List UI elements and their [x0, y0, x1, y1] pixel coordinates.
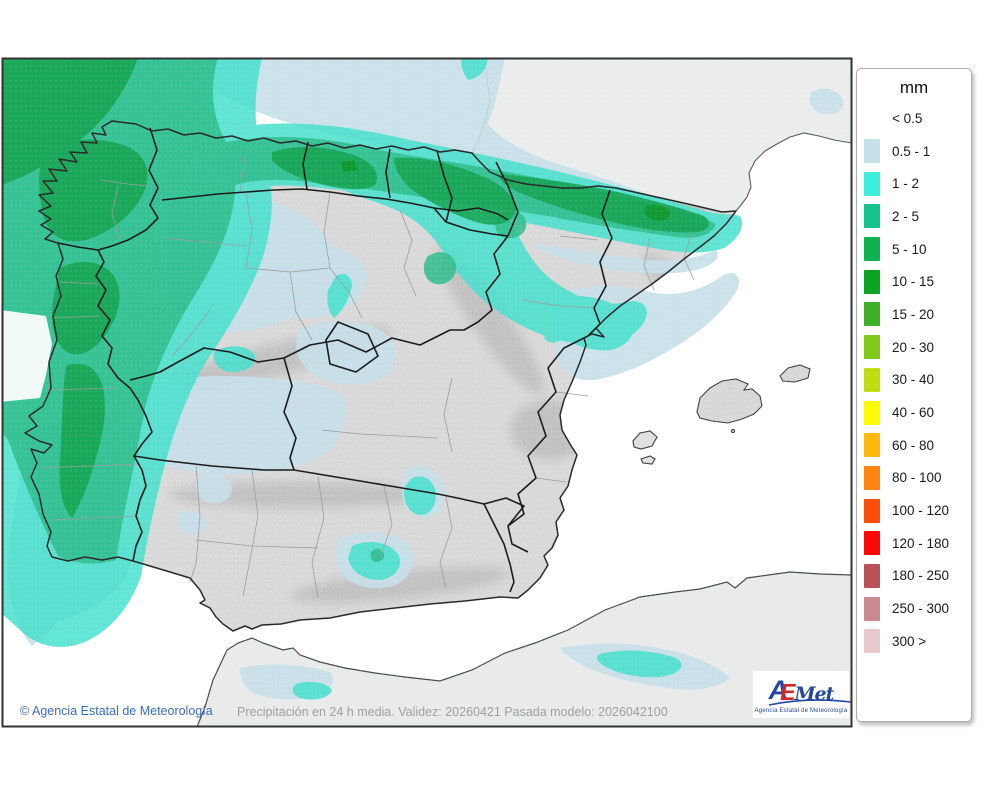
map-frame [1, 57, 853, 728]
coastline [24, 120, 737, 632]
legend-color-swatch [864, 629, 880, 654]
logo-swoosh-icon [768, 698, 851, 706]
legend-color-swatch [864, 596, 880, 621]
legend-row: 180 - 250 [857, 560, 971, 593]
legend-color-swatch [864, 139, 880, 164]
legend-row: 120 - 180 [857, 527, 971, 560]
legend-color-swatch [864, 400, 880, 425]
legend-row: 300 > [857, 625, 971, 658]
legend-row: 5 - 10 [857, 233, 971, 266]
legend-row: 1 - 2 [857, 167, 971, 200]
legend-row: 60 - 80 [857, 429, 971, 462]
province-borders [41, 149, 695, 599]
legend-row: 0.5 - 1 [857, 135, 971, 168]
aemet-logo-wordmark: A E Met [768, 674, 851, 706]
legend-panel: mm < 0.5 0.5 - 1 1 - 2 2 - 5 [856, 68, 972, 722]
legend-range-label: 1 - 2 [892, 176, 920, 192]
halftone-texture [2, 58, 852, 727]
legend-color-swatch [864, 531, 880, 556]
legend-row: 40 - 60 [857, 396, 971, 429]
legend-row: 15 - 20 [857, 298, 971, 331]
legend-color-swatch [864, 237, 880, 262]
aemet-logo-subtitle: Agencia Estatal de Meteorología [754, 707, 848, 714]
legend-color-swatch [864, 433, 880, 458]
legend-color-swatch [864, 269, 880, 294]
legend-row: 20 - 30 [857, 331, 971, 364]
legend-color-swatch [864, 563, 880, 588]
legend-row: 30 - 40 [857, 364, 971, 397]
legend-range-label: 40 - 60 [892, 405, 935, 421]
legend-color-swatch [864, 106, 880, 130]
legend-range-label: 15 - 20 [892, 306, 935, 322]
copyright-text: © Agencia Estatal de Meteorología [20, 704, 213, 718]
legend-range-label: 5 - 10 [892, 241, 927, 257]
legend-range-label: 180 - 250 [892, 568, 950, 584]
legend-range-label: 60 - 80 [892, 437, 935, 453]
aemet-logo: A E Met Agencia Estatal de Meteorología [753, 671, 851, 718]
legend-color-swatch [864, 498, 880, 523]
legend-row: < 0.5 [857, 102, 971, 135]
legend-row: 80 - 100 [857, 462, 971, 495]
logo-letter-a: A [768, 674, 789, 705]
legend-color-swatch [864, 171, 880, 196]
legend-range-label: 2 - 5 [892, 208, 920, 224]
logo-letters-met: Met [794, 682, 834, 705]
legend-range-label: 20 - 30 [892, 339, 935, 355]
legend-row: 250 - 300 [857, 592, 971, 625]
legend-range-label: 30 - 40 [892, 372, 935, 388]
legend-range-label: 300 > [892, 633, 927, 649]
legend-range-label: 100 - 120 [892, 503, 950, 519]
legend-range-label: 80 - 100 [892, 470, 942, 486]
region-borders [57, 127, 613, 593]
legend-color-swatch [864, 302, 880, 327]
legend-row: 100 - 120 [857, 494, 971, 527]
map-caption: Precipitación en 24 h media. Validez: 20… [237, 705, 668, 719]
legend-range-label: 120 - 180 [892, 535, 950, 551]
legend-range-label: < 0.5 [892, 110, 923, 126]
legend-color-swatch [864, 367, 880, 392]
legend-range-label: 250 - 300 [892, 601, 950, 617]
legend-rows: < 0.5 0.5 - 1 1 - 2 2 - 5 5 - 10 [857, 102, 971, 658]
legend-title: mm [899, 78, 929, 97]
legend-row: 2 - 5 [857, 200, 971, 233]
legend-color-swatch [864, 335, 880, 360]
legend-range-label: 0.5 - 1 [892, 143, 931, 159]
legend-range-label: 10 - 15 [892, 274, 935, 290]
logo-letter-e: E [780, 678, 796, 705]
legend-row: 10 - 15 [857, 265, 971, 298]
legend-color-swatch [864, 204, 880, 229]
legend-color-swatch [864, 465, 880, 490]
